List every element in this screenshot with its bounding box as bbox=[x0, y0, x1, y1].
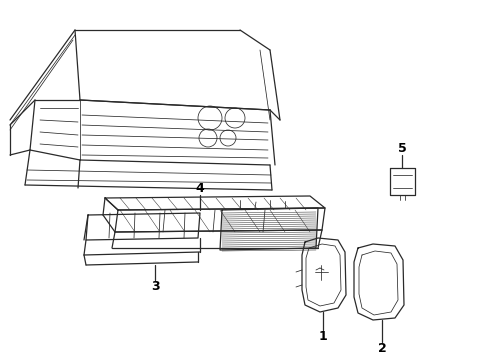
Text: 4: 4 bbox=[196, 181, 204, 194]
Text: 5: 5 bbox=[397, 141, 406, 154]
Text: 1: 1 bbox=[318, 330, 327, 343]
Text: 2: 2 bbox=[378, 342, 387, 356]
Text: 3: 3 bbox=[151, 280, 159, 293]
